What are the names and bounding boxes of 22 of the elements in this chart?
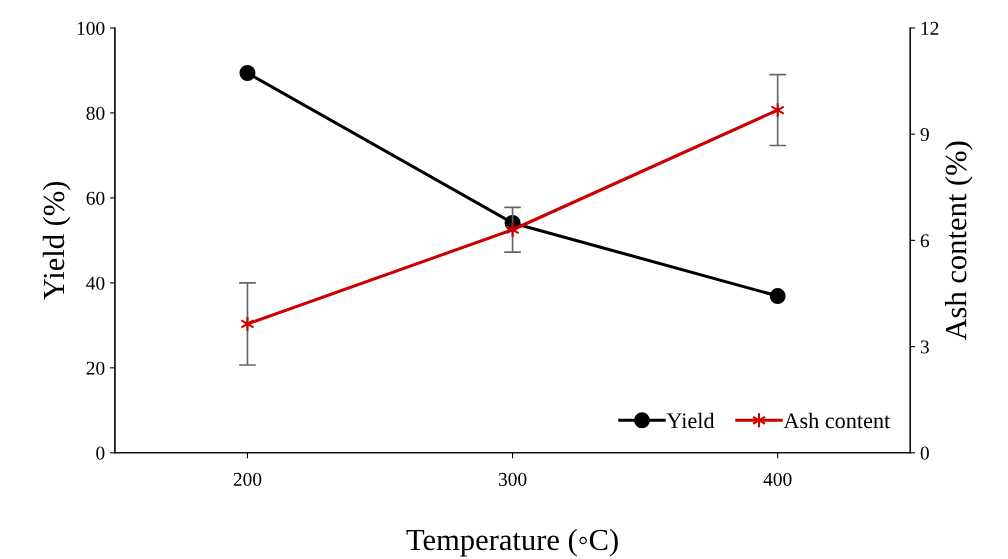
y-tick-label: 0 [96,446,105,460]
y-tick-label: 60 [86,191,105,205]
y2-tick-label: 9 [920,128,929,142]
x-axis-title: Temperature (◦C) [406,528,618,557]
y2-axis-title: Ash content (%) [944,141,973,341]
point [240,315,255,332]
point [239,65,256,81]
y2-tick-label: 12 [921,21,939,35]
y2-tick-label: 3 [920,340,929,354]
y-tick-label: 20 [86,361,105,375]
x-tick-label: 400 [763,472,792,486]
y-tick-label: 100 [77,21,105,35]
x-tick-label: 200 [233,472,262,486]
y2-tick-label: 6 [920,234,930,248]
point [769,288,786,305]
y-tick-label: 40 [86,276,105,290]
y-axis-title: Yield (%) [42,181,71,300]
legend-label: Ash content [783,412,891,429]
y2-tick-label: 0 [920,446,929,460]
x-tick-label: 300 [498,472,527,486]
legend-label: Yield [666,412,715,429]
y-tick-label: 80 [86,106,105,120]
